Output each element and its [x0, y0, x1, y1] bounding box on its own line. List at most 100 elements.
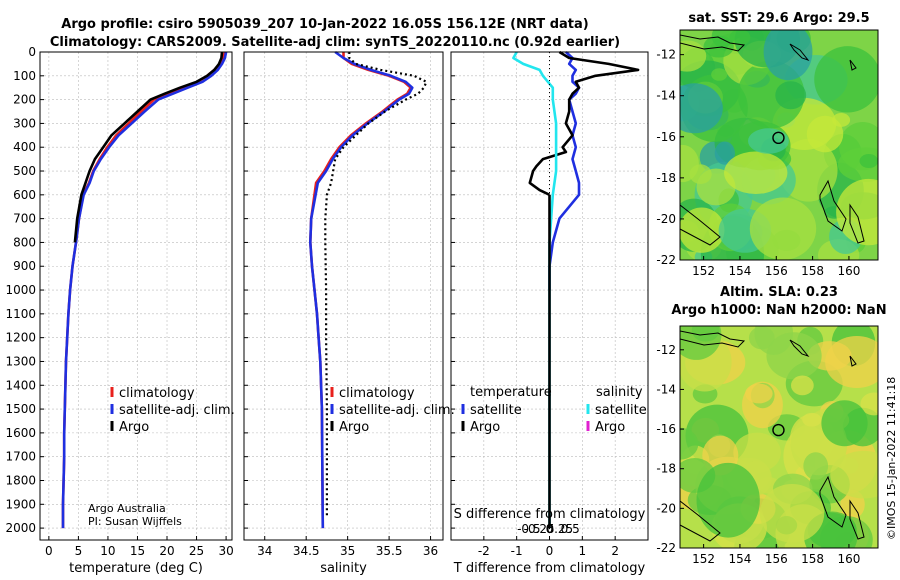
legend-label: Argo — [470, 420, 500, 435]
series-line-argo — [73, 51, 224, 243]
map-x-tick-label: 158 — [801, 264, 824, 278]
map-frame — [679, 325, 879, 549]
x-tick-label: 1 — [579, 544, 587, 558]
x-tick-label: 35.5 — [376, 544, 403, 558]
y-tick-label: 700 — [13, 212, 36, 226]
difference-profile-panel: -2 -1 0 1 2 T difference from climatology S di… — [450, 50, 649, 576]
x-tick-label: 30 — [218, 544, 233, 558]
x-tick-label: 15 — [130, 544, 145, 558]
map-colour-patch — [860, 392, 878, 416]
map-colour-patch — [680, 83, 723, 134]
coastline-outline — [819, 475, 847, 528]
map-colour-patch — [803, 452, 829, 480]
legend-label: climatology — [119, 386, 195, 401]
map-colour-patch — [802, 412, 822, 427]
map-y-tick-label: -12 — [656, 343, 676, 357]
y-tick-label: 1500 — [5, 402, 36, 416]
map-colour-patch — [830, 450, 878, 499]
map-colour-patch — [775, 81, 807, 110]
coastline-outline — [789, 339, 810, 358]
map-colour-patch — [790, 375, 814, 396]
salinity-profile-panel: 34 34.5 35 35.5 36 salinity climatology satelli… — [243, 50, 455, 576]
map-colour-patch — [763, 30, 813, 81]
legend-label: satellite-adj. clim. — [339, 403, 455, 418]
y-tick-label: 1300 — [5, 354, 36, 368]
legend-label: climatology — [339, 386, 415, 401]
map-x-tick-label: 156 — [765, 264, 788, 278]
map-y-tick-label: -18 — [656, 171, 676, 185]
legend-label: Argo — [119, 420, 149, 435]
map-y-tick-label: -14 — [656, 382, 676, 396]
argo-position-marker — [772, 423, 785, 437]
credit-pi: PI: Susan Wijffels — [88, 515, 182, 528]
s-tick-label: 0 — [546, 522, 554, 536]
legend-label: Argo — [339, 420, 369, 435]
map-x-tick-label: 152 — [692, 264, 715, 278]
y-tick-label: 1200 — [5, 331, 36, 345]
map-colour-patch — [814, 46, 878, 113]
x-tick-label: 36 — [423, 544, 438, 558]
figure-title-line2: Climatology: CARS2009. Satellite-adj cli… — [50, 35, 620, 50]
legend-title-temperature: temperature — [470, 385, 552, 400]
map-colour-patch — [825, 336, 878, 388]
y-tick-label: 300 — [13, 116, 36, 130]
y-tick-label: 0 — [28, 45, 36, 59]
map-x-tick-label: 160 — [837, 552, 860, 566]
y-tick-label: 500 — [13, 164, 36, 178]
map-title: Altim. SLA: 0.23 — [720, 285, 838, 300]
map-colour-patch — [724, 151, 788, 194]
y-tick-label: 100 — [13, 69, 36, 83]
map-colour-patch — [711, 68, 728, 81]
map-y-tick-label: -22 — [656, 541, 676, 555]
map-colour-patch — [832, 113, 851, 127]
series-line-salinity-satellite — [512, 51, 558, 529]
x-tick-label: 34.5 — [293, 544, 320, 558]
x-tick-label: -1 — [511, 544, 523, 558]
credit-org: Argo Australia — [88, 502, 166, 515]
x-tick-label: 0 — [546, 544, 554, 558]
map-colour-patch — [748, 128, 789, 154]
map-x-tick-label: 158 — [801, 552, 824, 566]
x-axis-label: temperature (deg C) — [69, 561, 203, 576]
coastline-outline — [849, 355, 857, 367]
y-tick-label: 1900 — [5, 497, 36, 511]
legend-label: Argo — [595, 420, 625, 435]
map-subtitle: Argo h1000: NaN h2000: NaN — [671, 303, 886, 318]
y-tick-label: 200 — [13, 93, 36, 107]
legend-label: satellite — [595, 403, 647, 418]
coastline-outline — [849, 203, 865, 244]
map-y-tick-label: -14 — [656, 89, 676, 103]
map-colour-patch — [680, 326, 722, 360]
map-field — [680, 30, 878, 260]
temperature-profile-panel: 0100200300400500600700800900100011001200… — [5, 45, 234, 576]
sst-map-panel: 152 154 156 158 160 -12 -14 -16 -18 -20 -22 sat. SS… — [656, 11, 879, 278]
x-axis-label: T difference from climatology — [453, 561, 646, 576]
map-colour-patch — [714, 141, 735, 165]
s-tick-label: -0.25 — [524, 522, 555, 536]
s-axis-label: S difference from climatology — [454, 507, 646, 522]
y-tick-label: 1700 — [5, 450, 36, 464]
y-tick-label: 800 — [13, 235, 36, 249]
sla-map-panel: 152 154 156 158 160 -12 -14 -16 -18 -20 -22 Altim. … — [656, 285, 886, 566]
x-tick-label: -2 — [478, 544, 490, 558]
x-tick-label: 34 — [257, 544, 272, 558]
timestamp-stamp: ©IMOS 15-Jan-2022 11:41:18 — [885, 377, 898, 540]
map-colour-patch — [729, 30, 751, 46]
y-tick-label: 1600 — [5, 426, 36, 440]
s-tick-label: 0.25 — [546, 522, 573, 536]
y-tick-label: 400 — [13, 140, 36, 154]
y-tick-label: 1100 — [5, 307, 36, 321]
map-x-tick-label: 154 — [728, 552, 751, 566]
coastline-outline — [789, 43, 810, 62]
x-tick-label: 35 — [340, 544, 355, 558]
legend-label: satellite — [470, 403, 522, 418]
map-x-tick-label: 152 — [692, 552, 715, 566]
series-line-temperature-argo — [528, 50, 640, 196]
map-title: sat. SST: 29.6 Argo: 29.5 — [688, 11, 869, 26]
series-line-satellite-adj-clim- — [61, 51, 228, 529]
x-tick-label: 20 — [159, 544, 174, 558]
map-colour-patch — [759, 484, 825, 543]
map-colour-patch — [680, 427, 699, 460]
argo-position-marker — [772, 131, 785, 145]
